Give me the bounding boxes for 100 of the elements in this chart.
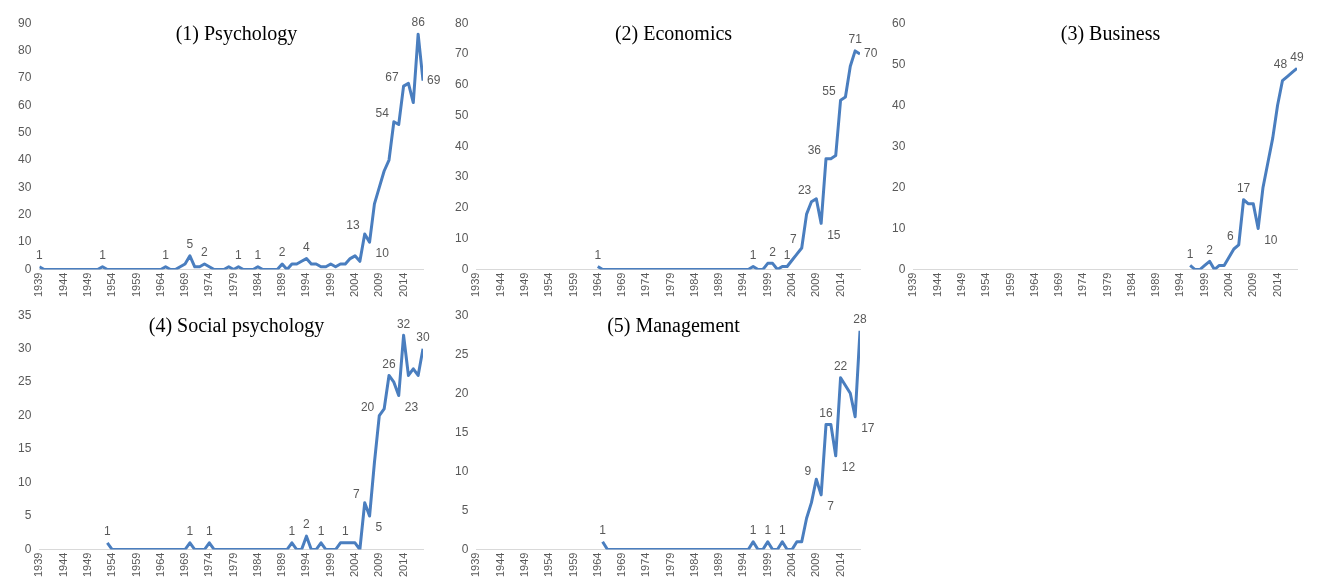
y-tick-label: 60 xyxy=(454,77,469,92)
y-tick-label: 30 xyxy=(17,179,32,194)
chart-title: (4) Social psychology xyxy=(148,314,325,336)
x-tick-label: 2014 xyxy=(1270,272,1283,298)
data-label: 2 xyxy=(303,517,311,532)
x-tick-label: 2009 xyxy=(372,272,385,298)
x-tick-label: 1989 xyxy=(1149,272,1162,298)
x-tick-label: 1964 xyxy=(1027,272,1040,298)
data-label: 2 xyxy=(201,245,209,260)
x-tick-label: 1994 xyxy=(1173,272,1186,298)
data-label: 70 xyxy=(864,46,878,61)
data-label: 1 xyxy=(162,248,170,263)
x-tick-label: 1979 xyxy=(663,272,676,298)
data-label: 5 xyxy=(375,520,383,535)
data-label: 69 xyxy=(427,72,441,87)
x-tick-label: 1964 xyxy=(153,552,166,578)
y-tick-label: 35 xyxy=(17,307,32,322)
data-label: 5 xyxy=(186,237,194,252)
data-label: 12 xyxy=(841,460,856,475)
x-tick-label: 1944 xyxy=(930,272,943,298)
x-tick-label: 1954 xyxy=(542,552,555,578)
y-tick-label: 20 xyxy=(454,200,469,215)
x-tick-label: 1969 xyxy=(178,272,191,298)
x-tick-label: 1954 xyxy=(105,272,118,298)
data-label: 26 xyxy=(382,356,396,371)
data-label: 22 xyxy=(833,359,848,373)
data-label: 1 xyxy=(99,248,107,263)
data-label: 7 xyxy=(353,486,361,501)
x-tick-label: 1959 xyxy=(129,272,142,298)
y-tick-label: 80 xyxy=(454,15,469,30)
x-tick-label: 1984 xyxy=(687,552,700,578)
x-tick-label: 1949 xyxy=(517,552,530,578)
y-tick-label: 10 xyxy=(891,220,906,235)
data-label: 7 xyxy=(827,499,835,514)
y-tick-label: 25 xyxy=(17,374,32,389)
x-tick-label: 1984 xyxy=(250,272,263,298)
data-label: 13 xyxy=(346,218,361,233)
y-tick-label: 50 xyxy=(891,56,906,71)
x-tick-label: 1959 xyxy=(1003,272,1016,298)
y-tick-label: 20 xyxy=(17,407,32,422)
x-tick-label: 1989 xyxy=(712,272,725,298)
data-label: 30 xyxy=(416,329,430,344)
chart-title: (2) Economics xyxy=(614,22,733,44)
x-tick-label: 1939 xyxy=(32,272,45,298)
data-label: 1 xyxy=(317,524,325,539)
x-tick-label: 1944 xyxy=(493,272,506,298)
y-tick-label: 0 xyxy=(461,541,469,556)
x-tick-label: 1969 xyxy=(178,552,191,578)
data-label: 2 xyxy=(1206,242,1214,257)
x-tick-label: 1944 xyxy=(56,552,69,578)
y-tick-label: 5 xyxy=(24,508,32,523)
x-tick-label: 1939 xyxy=(469,552,482,578)
data-label: 1 xyxy=(235,248,243,263)
data-label: 54 xyxy=(375,106,390,121)
y-tick-label: 60 xyxy=(891,15,906,30)
y-tick-label: 0 xyxy=(24,261,32,276)
y-tick-label: 20 xyxy=(891,179,906,194)
data-label: 1 xyxy=(599,523,607,538)
x-tick-label: 2009 xyxy=(372,552,385,578)
x-tick-label: 1989 xyxy=(275,272,288,298)
data-label: 9 xyxy=(804,463,812,478)
x-tick-label: 1949 xyxy=(80,552,93,578)
x-tick-label: 1994 xyxy=(299,552,312,578)
data-label: 32 xyxy=(396,316,411,331)
data-label: 1 xyxy=(778,523,786,538)
y-tick-label: 30 xyxy=(17,340,32,355)
x-tick-label: 2004 xyxy=(1222,272,1235,298)
x-tick-label: 2014 xyxy=(833,552,846,578)
x-tick-label: 2004 xyxy=(348,272,361,298)
y-tick-label: 60 xyxy=(17,97,32,112)
x-tick-label: 1969 xyxy=(1052,272,1065,298)
data-label: 23 xyxy=(404,399,419,414)
y-tick-label: 10 xyxy=(454,463,469,478)
x-tick-label: 1984 xyxy=(250,552,263,578)
x-tick-label: 1999 xyxy=(323,272,336,298)
x-tick-label: 2009 xyxy=(1246,272,1259,298)
data-label: 1 xyxy=(764,523,772,538)
data-label: 7 xyxy=(790,232,798,247)
data-label: 2 xyxy=(769,244,777,259)
y-tick-label: 50 xyxy=(454,107,469,122)
data-label: 1 xyxy=(103,524,111,539)
x-tick-label: 1999 xyxy=(323,552,336,578)
y-tick-label: 10 xyxy=(454,231,469,246)
x-tick-label: 2009 xyxy=(809,552,822,578)
data-label: 4 xyxy=(303,239,311,254)
x-tick-label: 1964 xyxy=(590,552,603,578)
data-label: 2 xyxy=(278,245,286,260)
data-label: 36 xyxy=(807,142,822,157)
data-label: 23 xyxy=(797,183,812,198)
y-tick-label: 40 xyxy=(454,138,469,153)
y-tick-label: 40 xyxy=(891,97,906,112)
y-tick-label: 15 xyxy=(17,441,32,456)
x-tick-label: 1969 xyxy=(615,272,628,298)
chart-title: (3) Business xyxy=(1059,22,1162,45)
x-tick-label: 1999 xyxy=(760,552,773,578)
data-label: 1 xyxy=(288,524,296,539)
y-tick-label: 25 xyxy=(454,346,469,361)
x-tick-label: 1939 xyxy=(469,272,482,298)
y-tick-label: 10 xyxy=(17,474,32,489)
y-tick-label: 0 xyxy=(24,541,32,556)
